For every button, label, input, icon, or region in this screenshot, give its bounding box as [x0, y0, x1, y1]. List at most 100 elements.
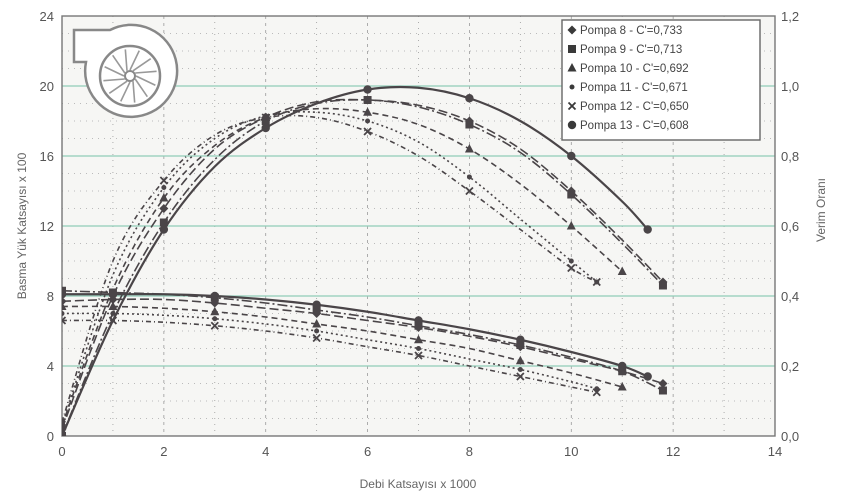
series-point [62, 431, 67, 436]
series-head-5 [62, 290, 652, 381]
tick-labels: 0 2 4 6 8 10 12 14048121620240,00,20,40,60,81,0… [40, 9, 800, 459]
series-point [466, 174, 472, 180]
legend-item: Pompa 10 - C'=0,692 [567, 63, 689, 75]
series-point [212, 316, 218, 322]
series-point [110, 311, 116, 316]
impeller-blade [135, 75, 156, 86]
y-tick-label: 16 [40, 149, 54, 164]
y2-axis-label: Verim Oranı [814, 178, 828, 242]
series-point [312, 319, 322, 328]
series-point [465, 186, 474, 196]
legend-marker [568, 45, 576, 53]
series-point [159, 193, 169, 202]
series-point [566, 221, 576, 230]
series-point [261, 123, 270, 133]
series-point [363, 85, 372, 94]
series-line [62, 298, 664, 385]
legend-marker [567, 120, 577, 130]
series-line [62, 293, 649, 378]
axis-labels: Debi Katsayısı x 1000 Basma Yük Katsayıs… [15, 152, 828, 491]
series-point [312, 300, 321, 309]
impeller-blade [120, 81, 131, 102]
series-point [618, 367, 627, 376]
series-point [516, 372, 525, 381]
impeller-blade [129, 50, 140, 71]
series-line [62, 319, 597, 394]
y2-tick-label: 1,0 [781, 79, 799, 94]
x-tick-label: 14 [768, 444, 782, 459]
series-point [62, 290, 67, 299]
series-line [62, 114, 598, 423]
x-tick-label: 12 [666, 444, 680, 459]
series-point [465, 94, 474, 103]
series-point [515, 355, 525, 365]
legend-marker [567, 63, 577, 72]
series-point [62, 316, 67, 325]
series-point [618, 361, 627, 371]
y2-tick-label: 0,2 [781, 359, 799, 374]
series-point [314, 328, 320, 334]
legend-marker [567, 25, 577, 35]
series-point [210, 306, 220, 316]
y2-tick-label: 0,6 [781, 219, 799, 234]
impeller-blade [104, 66, 125, 77]
series-point [365, 118, 371, 124]
series-point [414, 351, 423, 360]
series-point [363, 96, 372, 104]
impeller-blade [112, 54, 126, 74]
series-point [517, 367, 523, 372]
series-point [643, 372, 652, 381]
series-point [312, 306, 321, 314]
legend-marker [567, 101, 577, 111]
series-point [567, 151, 576, 161]
series-point [159, 204, 169, 213]
series-head-2 [62, 301, 627, 391]
legend: Pompa 8 - C'=0,733 Pompa 9 - C'=0,713 Pomp… [561, 19, 761, 141]
series-point [567, 263, 576, 273]
series-point [62, 311, 65, 316]
series-line [62, 305, 623, 388]
series-point [414, 321, 423, 330]
series-point [658, 386, 667, 395]
series-line [62, 312, 597, 390]
legend-item: Pompa 9 - C'=0,713 [568, 44, 682, 56]
legend-label: Pompa 11 - C'=0,671 [580, 82, 688, 94]
impeller-blade [135, 70, 157, 74]
y-tick-label: 0 [47, 429, 54, 444]
series-point [108, 290, 118, 299]
series-point [617, 382, 627, 391]
series-point [108, 301, 118, 310]
series-point [210, 321, 219, 330]
series-group [62, 85, 668, 436]
series-point [516, 341, 525, 349]
series-point [363, 107, 373, 116]
series-point [567, 190, 576, 199]
series-point [416, 346, 421, 351]
y-tick-label: 20 [40, 79, 54, 94]
y-tick-label: 4 [47, 359, 54, 374]
plot-frame [61, 15, 776, 437]
series-efficiency-5 [62, 85, 652, 436]
legend-label: Pompa 13 - C'=0,608 [580, 120, 689, 132]
legend-label: Pompa 9 - C'=0,713 [580, 44, 682, 56]
series-point [62, 296, 67, 306]
series-point [414, 316, 423, 325]
impeller-blade [132, 58, 152, 72]
series-point [159, 176, 168, 185]
series-point [62, 417, 67, 427]
series-line [62, 111, 598, 426]
x-tick-label: 10 [564, 444, 578, 459]
series-point [363, 127, 372, 136]
legend-item: Pompa 12 - C'=0,650 [567, 101, 689, 113]
x-tick-label: 0 [58, 444, 65, 459]
series-head-3 [62, 311, 600, 392]
series-point [261, 113, 270, 122]
x-tick-label: 8 [466, 444, 473, 459]
x-tick-label: 6 [364, 444, 371, 459]
series-point [159, 225, 169, 234]
series-point [643, 225, 652, 234]
series-point [159, 218, 168, 227]
legend-marker [569, 84, 575, 90]
series-point [516, 335, 525, 344]
